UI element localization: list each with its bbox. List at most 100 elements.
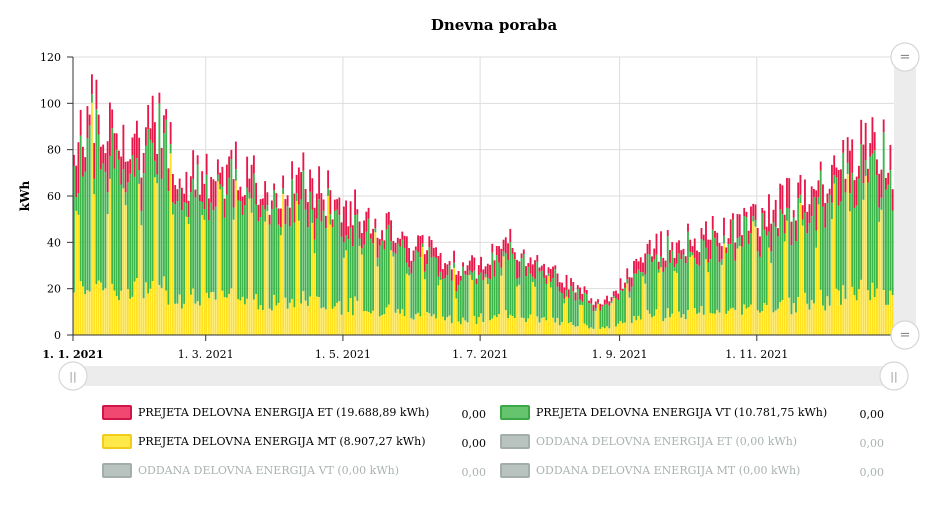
- bar-et[interactable]: [520, 253, 523, 259]
- bar-et[interactable]: [502, 239, 505, 252]
- bar-mt[interactable]: [324, 309, 327, 335]
- bar-et[interactable]: [716, 232, 719, 247]
- bar-vt[interactable]: [741, 246, 743, 315]
- bar-mt[interactable]: [230, 288, 233, 335]
- bar-et[interactable]: [651, 256, 653, 262]
- bar-et[interactable]: [477, 265, 480, 276]
- bar-vt[interactable]: [588, 303, 590, 329]
- bar-vt[interactable]: [516, 278, 518, 287]
- bar-mt[interactable]: [144, 282, 147, 335]
- bar-vt[interactable]: [842, 152, 845, 286]
- bar-vt[interactable]: [381, 240, 384, 315]
- bar-et[interactable]: [259, 199, 262, 218]
- bar-mt[interactable]: [165, 290, 168, 335]
- bar-mt[interactable]: [147, 293, 150, 335]
- bar-vt[interactable]: [887, 184, 890, 305]
- bar-et[interactable]: [482, 269, 485, 280]
- bar-vt[interactable]: [282, 188, 285, 194]
- bar-et[interactable]: [320, 193, 323, 222]
- bar-vt[interactable]: [291, 179, 294, 299]
- bar-mt[interactable]: [601, 327, 604, 335]
- bar-mt[interactable]: [873, 297, 876, 335]
- bar-et[interactable]: [390, 220, 392, 242]
- bar-vt[interactable]: [576, 289, 579, 327]
- bar-vt[interactable]: [117, 159, 120, 301]
- bar-mt[interactable]: [878, 221, 881, 335]
- bar-mt[interactable]: [799, 203, 802, 335]
- bar-et[interactable]: [624, 282, 626, 288]
- bar-et[interactable]: [106, 141, 109, 193]
- bar-et[interactable]: [331, 219, 334, 228]
- bar-vt[interactable]: [79, 135, 82, 282]
- bar-mt[interactable]: [201, 215, 204, 335]
- bar-mt[interactable]: [464, 320, 467, 335]
- bar-et[interactable]: [761, 207, 764, 214]
- bar-mt[interactable]: [630, 322, 633, 335]
- bar-et[interactable]: [82, 146, 84, 177]
- bar-mt[interactable]: [480, 313, 482, 335]
- bar-et[interactable]: [498, 246, 500, 263]
- bar-vt[interactable]: [329, 214, 332, 225]
- bar-et[interactable]: [522, 249, 525, 254]
- bar-mt[interactable]: [660, 267, 662, 335]
- bar-et[interactable]: [149, 128, 152, 140]
- bar-vt[interactable]: [77, 193, 80, 215]
- bar-et[interactable]: [720, 246, 723, 260]
- bar-mt[interactable]: [354, 296, 357, 335]
- bar-mt[interactable]: [669, 317, 671, 335]
- bar-et[interactable]: [842, 140, 845, 153]
- bar-vt[interactable]: [403, 247, 406, 317]
- bar-mt[interactable]: [453, 267, 455, 335]
- bar-et[interactable]: [813, 189, 815, 198]
- bar-mt[interactable]: [700, 305, 703, 335]
- bar-vt[interactable]: [675, 263, 678, 273]
- bar-mt[interactable]: [131, 296, 134, 335]
- bar-vt[interactable]: [759, 256, 761, 313]
- bar-vt[interactable]: [99, 169, 102, 283]
- bar-mt[interactable]: [682, 314, 685, 335]
- bar-et[interactable]: [383, 240, 386, 250]
- bar-mt[interactable]: [889, 290, 892, 335]
- bar-mt[interactable]: [340, 314, 343, 335]
- bar-vt[interactable]: [232, 207, 235, 220]
- bar-et[interactable]: [774, 199, 777, 227]
- bar-vt[interactable]: [635, 273, 638, 321]
- bar-et[interactable]: [864, 122, 867, 160]
- bar-et[interactable]: [608, 301, 611, 306]
- bar-et[interactable]: [79, 109, 82, 136]
- bar-mt[interactable]: [891, 295, 894, 335]
- bar-mt[interactable]: [320, 308, 323, 335]
- bar-et[interactable]: [453, 250, 455, 263]
- bar-et[interactable]: [84, 157, 87, 172]
- bar-et[interactable]: [563, 287, 566, 299]
- bar-mt[interactable]: [804, 292, 806, 335]
- bar-mt[interactable]: [322, 307, 325, 335]
- bar-vt[interactable]: [268, 224, 271, 309]
- bar-mt[interactable]: [756, 310, 759, 335]
- bar-mt[interactable]: [439, 279, 442, 335]
- bar-vt[interactable]: [466, 275, 469, 323]
- bar-mt[interactable]: [293, 307, 296, 335]
- bar-vt[interactable]: [745, 217, 748, 309]
- bar-et[interactable]: [273, 183, 276, 191]
- bar-vt[interactable]: [82, 176, 84, 287]
- bar-mt[interactable]: [590, 327, 593, 335]
- bar-mt[interactable]: [567, 322, 570, 335]
- bar-mt[interactable]: [212, 291, 215, 335]
- bar-mt[interactable]: [828, 305, 831, 335]
- bar-vt[interactable]: [266, 205, 269, 211]
- bar-et[interactable]: [455, 274, 458, 292]
- bar-et[interactable]: [657, 261, 660, 270]
- bar-et[interactable]: [738, 214, 741, 237]
- bar-vt[interactable]: [120, 184, 123, 291]
- bar-mt[interactable]: [615, 326, 617, 335]
- bar-mt[interactable]: [426, 312, 428, 335]
- bar-mt[interactable]: [372, 310, 375, 335]
- bar-et[interactable]: [201, 171, 204, 202]
- bar-vt[interactable]: [639, 272, 642, 320]
- bar-mt[interactable]: [390, 250, 392, 335]
- bar-vt[interactable]: [608, 305, 611, 329]
- bar-et[interactable]: [369, 233, 372, 239]
- bar-vt[interactable]: [543, 277, 545, 318]
- bar-vt[interactable]: [783, 233, 786, 242]
